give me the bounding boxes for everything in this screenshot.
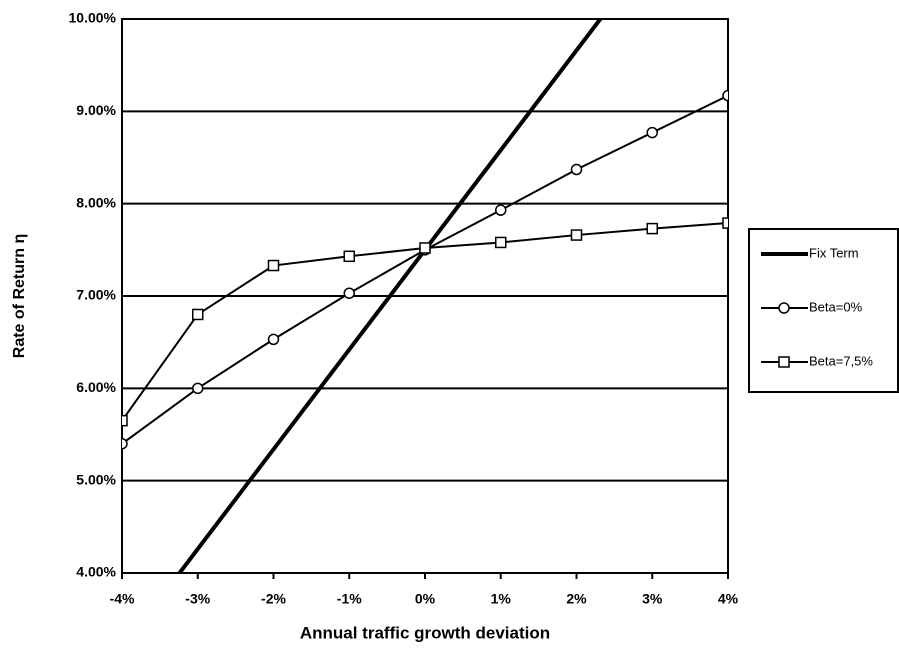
- marker: [722, 217, 728, 229]
- x-tick-label: 0%: [415, 591, 436, 607]
- y-tick-label: 7.00%: [76, 287, 116, 303]
- y-tick-label: 8.00%: [76, 194, 116, 210]
- series-line: [177, 19, 603, 573]
- marker: [495, 236, 507, 249]
- plot-series: [122, 19, 728, 573]
- marker: [570, 163, 583, 176]
- marker: [192, 382, 204, 395]
- marker: [495, 204, 507, 216]
- y-tick-label: 6.00%: [76, 379, 116, 395]
- x-axis-label: Annual traffic growth deviation: [300, 623, 550, 642]
- x-tick-label: -2%: [261, 591, 286, 607]
- marker: [646, 126, 658, 139]
- marker: [778, 356, 790, 368]
- marker: [419, 242, 431, 254]
- marker: [122, 414, 128, 427]
- marker: [192, 308, 204, 321]
- y-axis-label: Rate of Return η: [11, 234, 28, 358]
- x-tick-label: -1%: [337, 591, 362, 607]
- legend-label: Fix Term: [809, 245, 859, 260]
- marker: [267, 259, 280, 272]
- marker: [646, 222, 658, 235]
- x-tick-label: 2%: [566, 591, 587, 607]
- marker: [343, 250, 355, 263]
- marker: [267, 333, 280, 346]
- legend-label: Beta=0%: [809, 299, 863, 314]
- marker: [122, 437, 128, 450]
- series-line: [122, 94, 728, 445]
- y-tick-label: 10.00%: [69, 10, 117, 26]
- legend-box: [748, 228, 899, 393]
- x-tick-label: 3%: [642, 591, 663, 607]
- marker: [570, 229, 583, 241]
- y-tick-label: 9.00%: [76, 102, 116, 118]
- y-tick-label: 4.00%: [76, 564, 116, 580]
- legend-label: Beta=7,5%: [809, 353, 873, 368]
- marker: [343, 287, 355, 299]
- x-tick-label: -4%: [110, 591, 135, 607]
- marker: [778, 302, 790, 314]
- x-tick-label: -3%: [185, 591, 210, 607]
- marker: [722, 89, 728, 102]
- y-tick-label: 5.00%: [76, 471, 116, 487]
- x-tick-label: 4%: [718, 591, 739, 607]
- plot-border: [121, 18, 729, 574]
- x-tick-label: 1%: [491, 591, 512, 607]
